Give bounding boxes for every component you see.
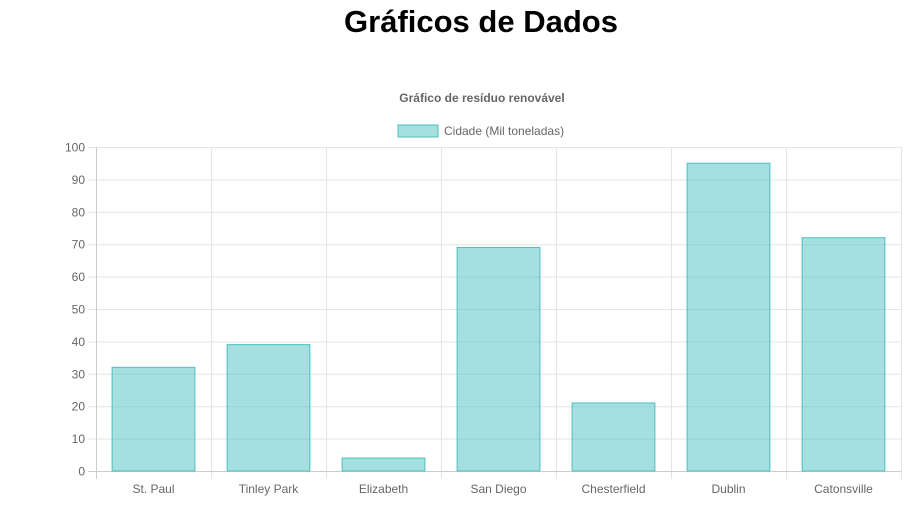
bar-elizabeth[interactable] xyxy=(341,457,426,472)
bar-san-diego[interactable] xyxy=(456,246,541,472)
x-tick-label: San Diego xyxy=(470,482,526,496)
y-tick-label: 20 xyxy=(72,400,86,414)
x-tick-label: Dublin xyxy=(711,482,745,496)
y-tick-label: 80 xyxy=(72,205,86,219)
y-tick-label: 40 xyxy=(72,335,86,349)
legend-swatch xyxy=(397,124,439,138)
legend[interactable]: Cidade (Mil toneladas) xyxy=(397,124,564,138)
y-axis: 0 10 20 30 40 50 60 70 80 90 100 xyxy=(65,141,85,479)
x-tick-label: Catonsville xyxy=(814,482,873,496)
x-axis: St. Paul Tinley Park Elizabeth San Diego Che… xyxy=(132,482,873,496)
x-tick-label: Elizabeth xyxy=(359,482,408,496)
bar-tinley-park[interactable] xyxy=(226,344,311,472)
bar-dublin[interactable] xyxy=(686,162,771,472)
bar-chesterfield[interactable] xyxy=(571,402,656,472)
y-tick-label: 60 xyxy=(72,270,86,284)
y-tick-label: 10 xyxy=(72,432,86,446)
y-tick-label: 30 xyxy=(72,367,86,381)
x-tick-label: St. Paul xyxy=(132,482,174,496)
y-tick-label: 70 xyxy=(72,238,86,252)
x-tick-label: Chesterfield xyxy=(581,482,645,496)
x-tick-label: Tinley Park xyxy=(239,482,300,496)
bar-st-paul[interactable] xyxy=(111,366,196,472)
page-title: Gráficos de Dados xyxy=(344,4,618,39)
chart-title: Gráfico de resíduo renovável xyxy=(399,91,564,105)
bars xyxy=(111,162,886,472)
y-tick-label: 100 xyxy=(65,141,85,155)
bar-catonsville[interactable] xyxy=(801,237,886,472)
y-tick-label: 90 xyxy=(72,173,86,187)
y-tick-label: 50 xyxy=(72,303,86,317)
y-tick-label: 0 xyxy=(78,465,85,479)
legend-label: Cidade (Mil toneladas) xyxy=(444,124,564,138)
